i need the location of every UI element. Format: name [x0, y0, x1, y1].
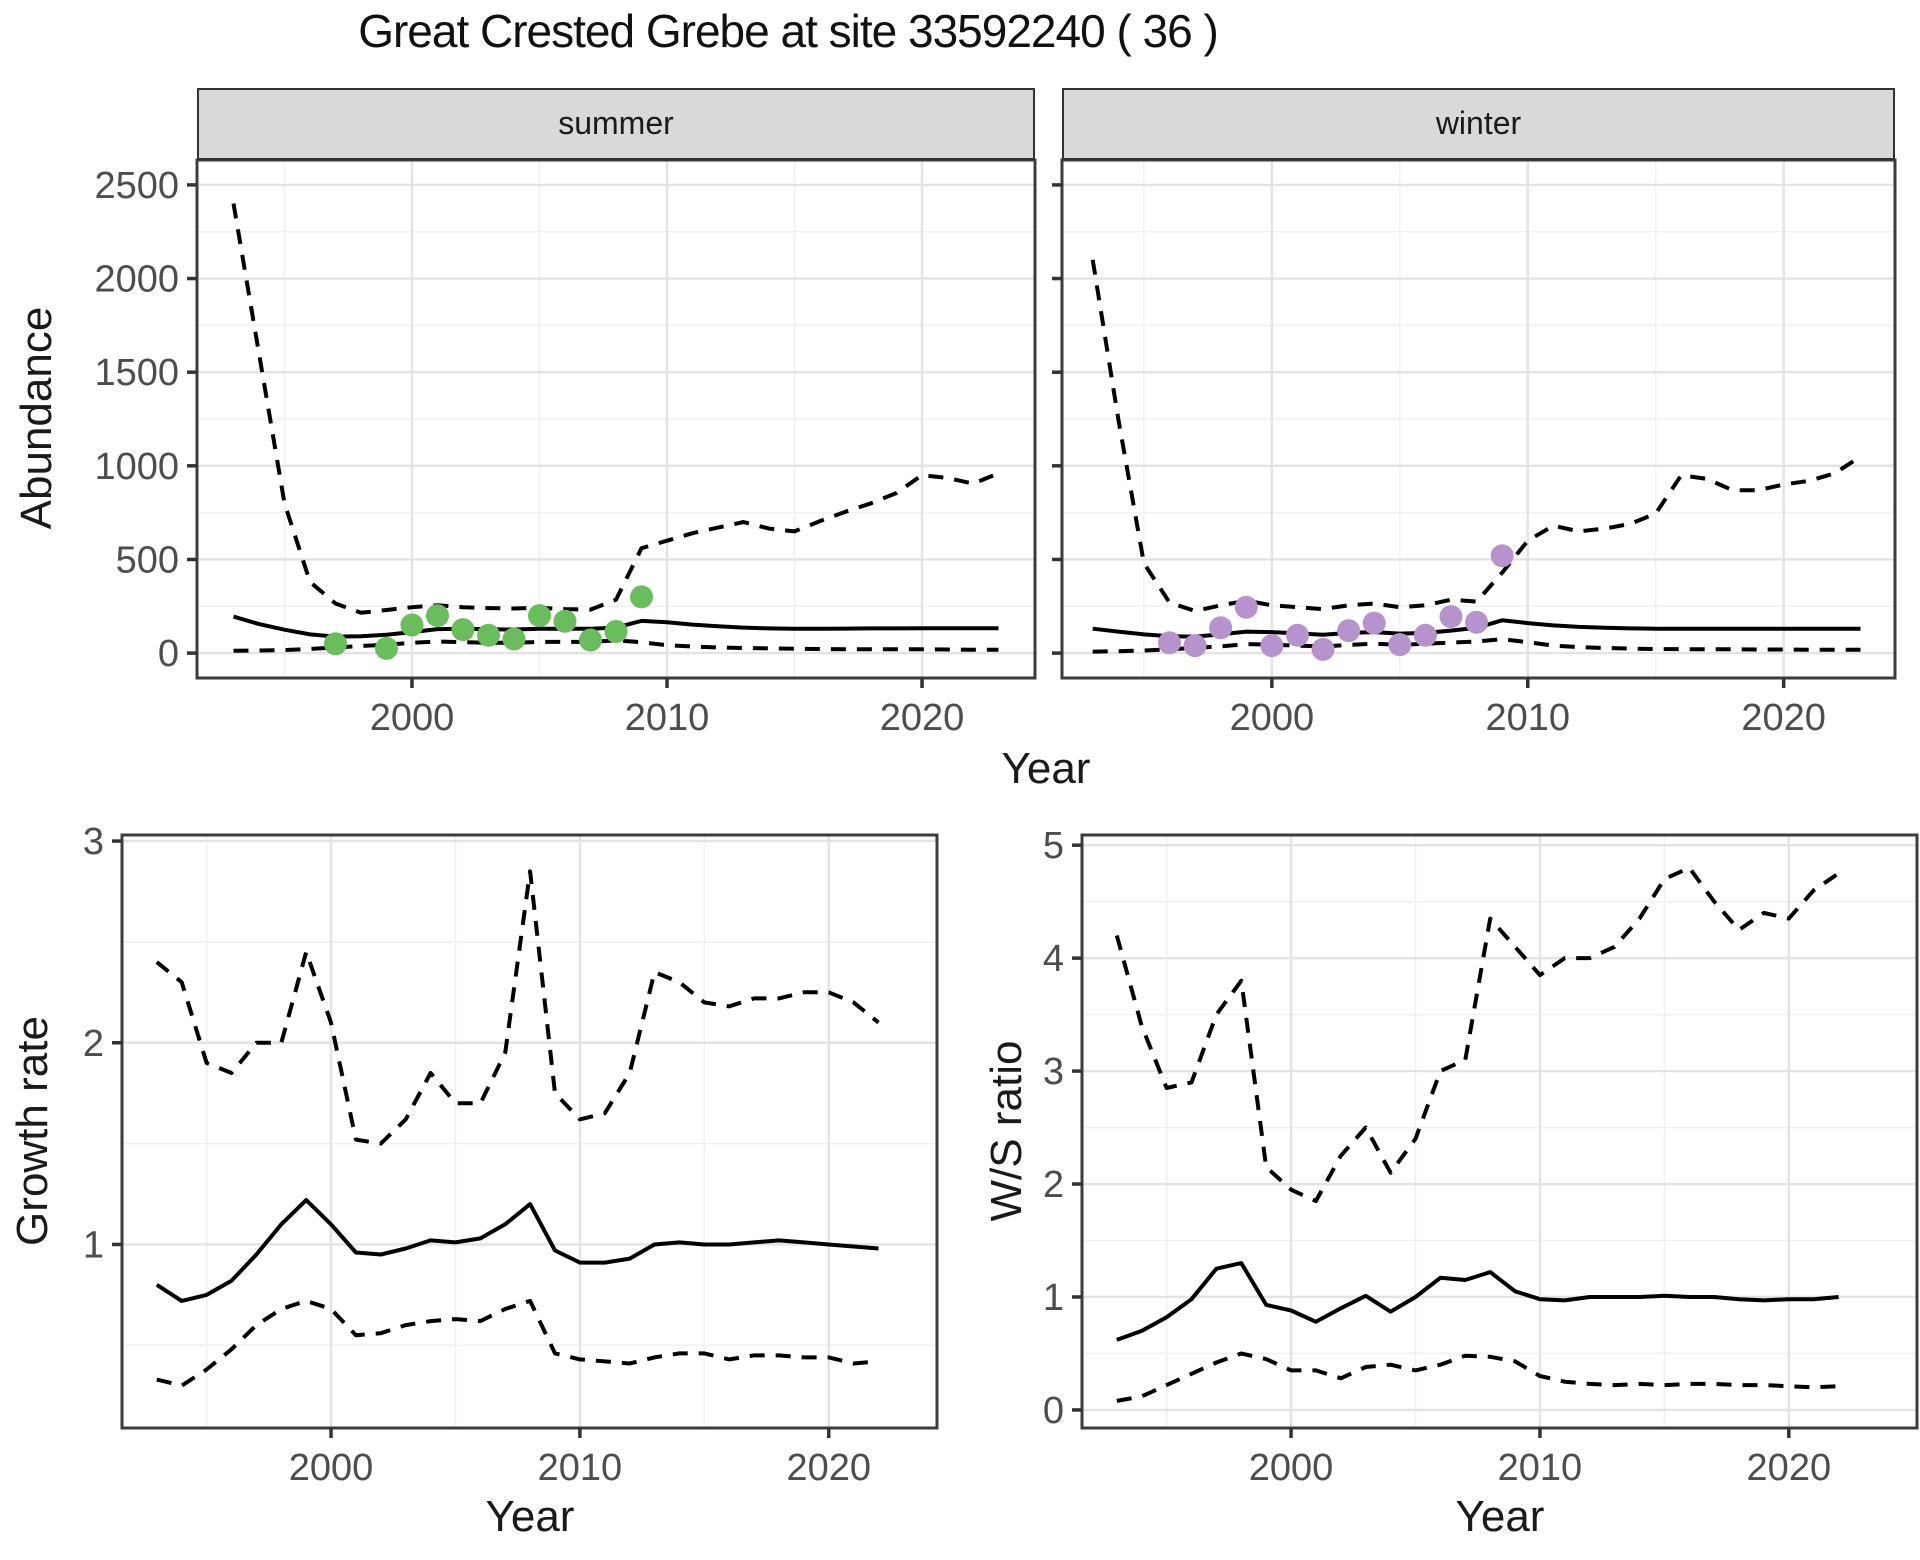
observed-counts-summer-point: [630, 585, 654, 609]
growth-rate-lower-ci-line: [156, 1298, 879, 1388]
growth-rate-upper-ci-line: [155, 869, 880, 1146]
observed-counts-summer-point: [527, 604, 551, 628]
observed-counts-summer-point: [400, 613, 424, 637]
x-tick-label: 2020: [786, 1447, 871, 1489]
observed-counts-winter-point: [1413, 623, 1437, 647]
observed-counts-summer-point: [451, 618, 475, 642]
observed-counts-winter-point: [1183, 634, 1207, 658]
y-axis-title-abundance: Abundance: [12, 306, 61, 530]
panel-background: [122, 835, 937, 1428]
x-tick-label: 2000: [370, 697, 455, 739]
observed-counts-winter-point: [1234, 595, 1258, 619]
observed-counts-winter-point: [1388, 633, 1412, 657]
x-tick-label: 2000: [289, 1447, 374, 1489]
observed-counts-winter-point: [1260, 634, 1284, 658]
observed-counts-summer-point: [578, 628, 602, 652]
panel-border: [1060, 158, 1897, 680]
observed-counts-winter-point: [1311, 637, 1335, 661]
facet-strip-winter: winter: [1062, 88, 1895, 160]
y-tick-label: 5: [1043, 825, 1064, 867]
ws-ratio-lower-ci-line: [1116, 1351, 1839, 1403]
y-axis-title-ws-ratio: W/S ratio: [982, 1040, 1031, 1222]
observed-counts-winter-point: [1439, 605, 1463, 629]
y-tick-label: 2500: [94, 165, 179, 207]
panel-background: [1082, 835, 1917, 1428]
x-tick-label: 2020: [1747, 1447, 1832, 1489]
x-tick-label: 2000: [1230, 697, 1315, 739]
ws-ratio-median-line: [1116, 1261, 1839, 1342]
panel-border: [1080, 833, 1919, 1430]
y-tick-label: 1000: [94, 446, 179, 488]
y-tick-label: 3: [1043, 1051, 1064, 1093]
y-tick-label: 2000: [94, 259, 179, 301]
x-tick-label: 2020: [880, 697, 965, 739]
y-tick-label: 500: [116, 539, 179, 581]
observed-counts-winter-point: [1285, 623, 1309, 647]
panel-growth-rate: 2000 2010 2020 1 2 3: [83, 821, 939, 1489]
y-tick-label: 1: [1043, 1277, 1064, 1319]
observed-counts-winter-point: [1157, 631, 1181, 655]
y-tick-label: 4: [1043, 938, 1064, 980]
facet-label-summer: summer: [558, 105, 674, 141]
x-tick-label: 2010: [538, 1447, 623, 1489]
x-axis-title-growth-year: Year: [485, 1492, 575, 1541]
y-tick-label: 1500: [94, 352, 179, 394]
panel-border: [120, 833, 939, 1430]
x-tick-label: 2010: [1485, 697, 1570, 739]
y-tick-label: 1: [83, 1224, 104, 1266]
observed-counts-winter-point: [1337, 619, 1361, 643]
facet-strip-summer: summer: [197, 88, 1035, 160]
observed-counts-winter-point: [1465, 610, 1489, 634]
x-axis-title-top-year: Year: [1001, 744, 1091, 793]
x-tick-label: 2010: [625, 697, 710, 739]
y-tick-label: 0: [158, 633, 179, 675]
observed-counts-winter-point: [1209, 616, 1233, 640]
observed-counts-summer-point: [374, 636, 398, 660]
y-tick-label: 3: [83, 821, 104, 863]
x-tick-label: 2020: [1741, 697, 1826, 739]
facet-label-winter: winter: [1435, 105, 1522, 141]
panel-abundance-summer: 2000 2010 2020 0 500 1000 1500 2000 2500: [94, 158, 1037, 739]
abundance-summer-upper-ci-line: [231, 203, 1000, 615]
growth-rate-median-line: [155, 1198, 879, 1303]
observed-counts-summer-point: [425, 604, 449, 628]
observed-counts-summer-point: [502, 627, 526, 651]
x-tick-label: 2000: [1249, 1447, 1334, 1489]
observed-counts-summer-point: [476, 623, 500, 647]
panel-border: [195, 158, 1037, 680]
observed-counts-summer-point: [604, 620, 628, 644]
observed-counts-summer-point: [323, 632, 347, 656]
x-tick-label: 2010: [1498, 1447, 1583, 1489]
y-tick-label: 2: [1043, 1164, 1064, 1206]
abundance-summer-lower-ci-line: [233, 638, 999, 653]
y-tick-label: 0: [1043, 1390, 1064, 1432]
y-axis-title-growth-rate: Growth rate: [8, 1016, 57, 1246]
chart-title: Great Crested Grebe at site 33592240 ( 3…: [358, 5, 1219, 57]
observed-counts-winter-point: [1490, 544, 1514, 568]
observed-counts-summer-point: [553, 609, 577, 633]
panel-abundance-winter: 2000 2010 2020: [1052, 158, 1897, 739]
panel-ws-ratio: 2000 2010 2020 0 1 2 3 4 5: [1043, 825, 1919, 1489]
ws-ratio-upper-ci-line: [1114, 865, 1840, 1203]
observed-counts-winter-point: [1362, 611, 1386, 635]
x-axis-title-ws-year: Year: [1455, 1492, 1545, 1541]
y-tick-label: 2: [83, 1023, 104, 1065]
